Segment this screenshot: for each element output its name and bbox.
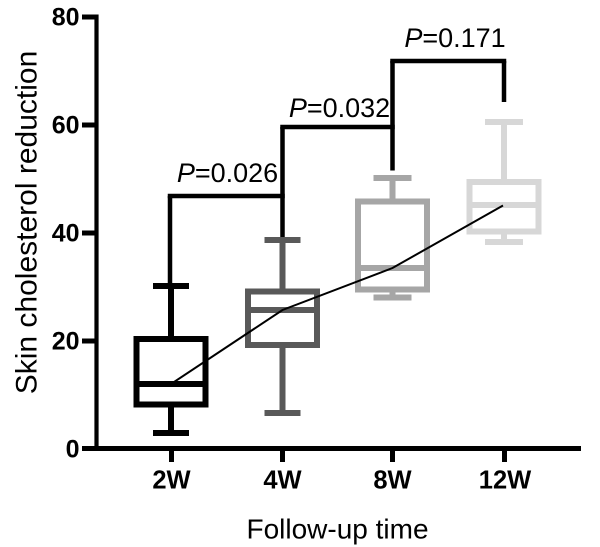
svg-text:P=0.171: P=0.171 [404,23,505,53]
svg-text:60: 60 [52,112,80,140]
svg-text:Follow-up time: Follow-up time [246,514,428,545]
svg-text:8W: 8W [373,467,412,495]
svg-text:4W: 4W [263,467,302,495]
svg-text:2W: 2W [152,467,191,495]
svg-text:0: 0 [66,436,80,464]
svg-text:P=0.032: P=0.032 [289,93,390,123]
svg-text:P=0.026: P=0.026 [177,158,278,188]
svg-text:40: 40 [52,220,80,248]
svg-text:80: 80 [52,4,80,32]
svg-text:Skin cholesterol reduction: Skin cholesterol reduction [11,51,44,395]
svg-text:20: 20 [52,328,80,356]
svg-text:12W: 12W [479,467,532,495]
